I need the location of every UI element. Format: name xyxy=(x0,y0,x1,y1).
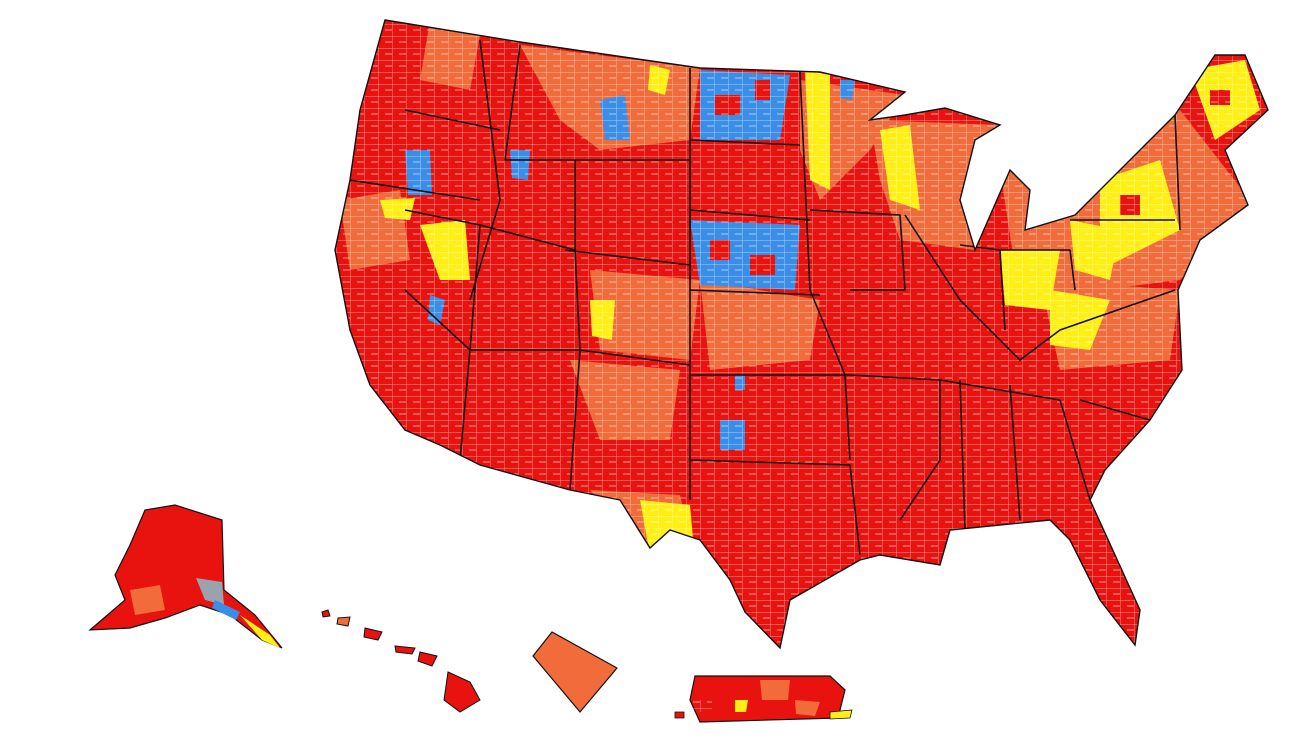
county-lines xyxy=(335,20,1268,648)
alaska xyxy=(88,504,283,649)
puerto-rico xyxy=(674,675,853,723)
dc-inset xyxy=(532,631,618,713)
hawaii xyxy=(321,609,481,713)
mainland-outline xyxy=(334,19,1269,650)
state-borders xyxy=(349,39,1181,556)
mainland xyxy=(335,20,1268,648)
